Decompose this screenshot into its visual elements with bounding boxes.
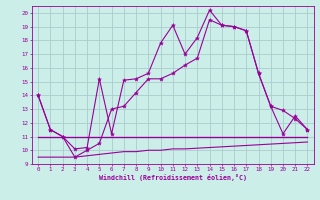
X-axis label: Windchill (Refroidissement éolien,°C): Windchill (Refroidissement éolien,°C)	[99, 174, 247, 181]
